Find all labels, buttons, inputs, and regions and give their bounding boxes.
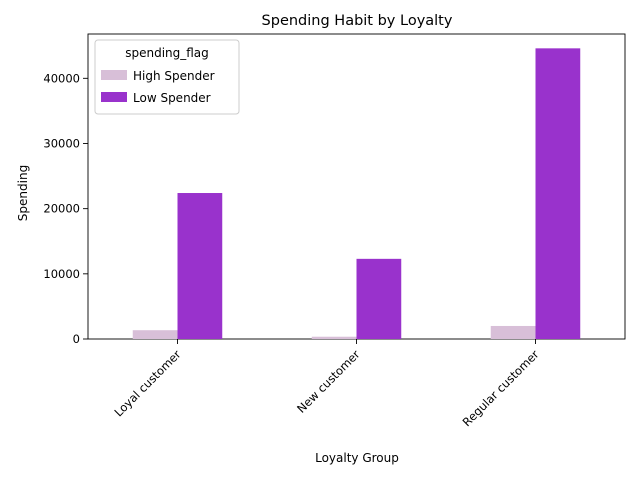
bar-low-spender-1 bbox=[177, 193, 223, 339]
y-tick-label: 10000 bbox=[43, 267, 80, 281]
y-tick-label: 40000 bbox=[43, 71, 80, 85]
legend-label: High Spender bbox=[133, 69, 215, 83]
x-tick-label: Loyal customer bbox=[111, 347, 183, 419]
bar-high-spender-1 bbox=[132, 330, 178, 339]
legend-swatch bbox=[101, 70, 127, 80]
legend-box bbox=[94, 39, 240, 115]
x-axis: Loyal customer New customer Regular custom… bbox=[111, 339, 542, 429]
legend-swatch bbox=[101, 92, 127, 102]
x-axis-label: Loyalty Group bbox=[315, 451, 399, 465]
legend-title: spending_flag bbox=[125, 46, 209, 60]
bars bbox=[132, 48, 581, 339]
y-tick-label: 30000 bbox=[43, 136, 80, 150]
y-tick-label: 0 bbox=[73, 332, 80, 346]
y-axis-label: Spending bbox=[16, 165, 30, 221]
bar-low-spender-3 bbox=[535, 48, 581, 339]
y-tick-label: 20000 bbox=[43, 202, 80, 216]
legend: spending_flag High Spender Low Spender bbox=[94, 39, 240, 115]
x-tick-label: New customer bbox=[294, 347, 363, 416]
bar-high-spender-2 bbox=[311, 336, 357, 339]
bar-high-spender-3 bbox=[490, 325, 536, 339]
bar-low-spender-2 bbox=[356, 258, 402, 339]
legend-label: Low Spender bbox=[133, 91, 211, 105]
y-axis: 0 10000 20000 30000 40000 bbox=[43, 71, 88, 346]
x-tick-label: Regular customer bbox=[460, 347, 542, 429]
chart-title: Spending Habit by Loyalty bbox=[262, 13, 453, 29]
